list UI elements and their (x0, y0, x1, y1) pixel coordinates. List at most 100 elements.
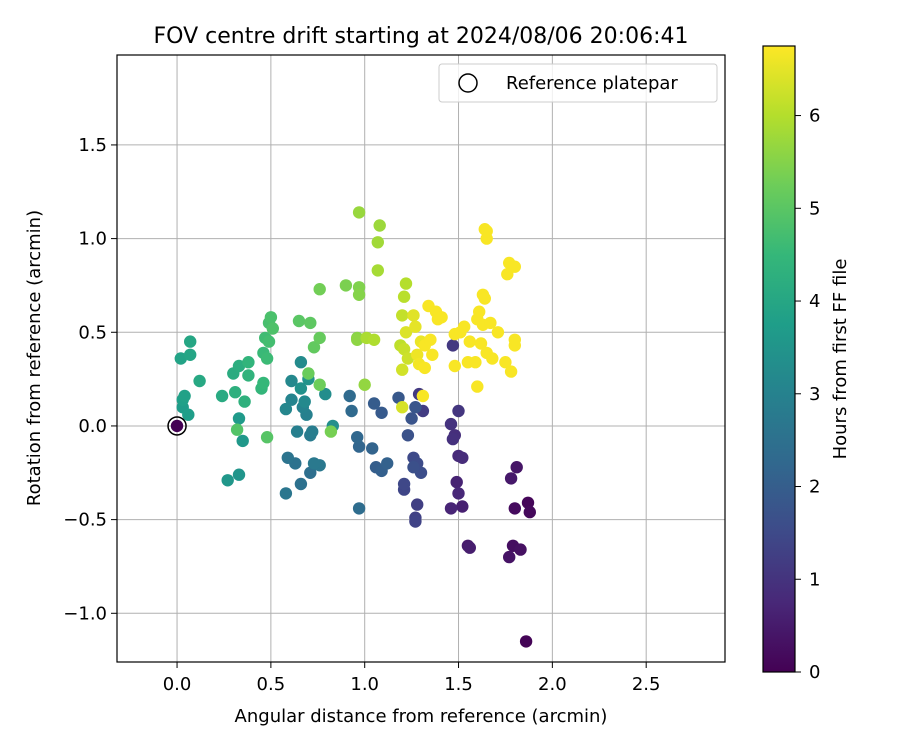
data-point (456, 500, 469, 513)
x-tick-label: 2.5 (632, 674, 661, 695)
data-point (242, 369, 255, 382)
data-point (352, 288, 366, 301)
data-point (178, 389, 191, 403)
data-point (514, 543, 527, 556)
data-point (290, 425, 304, 438)
data-point (351, 431, 364, 444)
colorbar-gradient (763, 46, 795, 672)
colorbar-tick-label: 4 (809, 291, 820, 312)
legend-label: Reference platepar (506, 73, 678, 94)
data-point (232, 412, 246, 425)
colorbar-tick-label: 2 (809, 477, 820, 498)
data-point (444, 417, 458, 431)
data-point (397, 477, 411, 491)
colorbar-label: Hours from first FF file (830, 259, 851, 460)
data-point (232, 359, 246, 373)
data-point (480, 224, 493, 238)
plot-frame (116, 54, 726, 663)
data-point (446, 432, 460, 446)
data-point (358, 378, 371, 391)
data-point (392, 391, 405, 404)
data-point (446, 339, 460, 352)
data-point (304, 316, 317, 330)
data-point (345, 404, 358, 418)
data-point (381, 457, 394, 470)
data-point (469, 356, 482, 369)
data-point (508, 502, 521, 515)
data-point (411, 498, 424, 511)
data-point (473, 305, 486, 318)
data-point (294, 382, 308, 395)
data-point (306, 425, 319, 438)
data-point (324, 425, 338, 438)
data-point (424, 333, 437, 346)
x-axis-ticks: 0.0 0.5 1.0 1.5 2.0 2.5 (163, 662, 661, 695)
data-point (281, 451, 294, 464)
data-point (193, 374, 206, 388)
data-point (304, 466, 317, 479)
data-point (478, 292, 491, 305)
data-point (279, 402, 293, 416)
data-point (508, 260, 521, 273)
y-tick-label: −1.0 (63, 603, 107, 624)
colorbar-tick-label: 1 (809, 569, 820, 590)
data-point (221, 474, 234, 487)
x-tick-label: 2.0 (538, 674, 567, 695)
x-tick-label: 1.5 (444, 674, 473, 695)
data-point (279, 487, 293, 500)
data-point (285, 393, 298, 406)
y-tick-label: 1.5 (78, 135, 107, 156)
colorbar-tick-label: 3 (809, 384, 820, 405)
data-point (339, 279, 353, 292)
data-point (418, 361, 431, 375)
data-point (351, 333, 364, 346)
data-point (264, 311, 278, 324)
data-point (313, 283, 326, 296)
data-point (504, 365, 518, 378)
legend-box (438, 63, 718, 103)
data-point (397, 342, 411, 356)
data-point (491, 326, 505, 339)
data-point (257, 376, 270, 390)
data-point (401, 352, 415, 365)
y-tick-label: 1.0 (78, 229, 107, 250)
data-point (366, 442, 379, 455)
data-point (452, 487, 465, 500)
data-point (373, 219, 386, 232)
colorbar-tick-label: 0 (809, 662, 820, 683)
data-point (367, 333, 381, 346)
data-point (474, 337, 488, 350)
data-point (452, 404, 465, 418)
data-point (471, 380, 484, 393)
data-point (174, 352, 187, 365)
data-point (448, 359, 461, 373)
data-point (523, 505, 536, 519)
data-point (230, 423, 244, 436)
data-point (352, 206, 366, 219)
data-point (463, 541, 476, 554)
data-point (484, 316, 497, 330)
legend-marker-open-circle-icon (458, 73, 478, 93)
data-point (371, 236, 384, 249)
data-point (399, 277, 413, 290)
data-point (319, 387, 332, 401)
data-point (499, 356, 512, 369)
data-point (456, 451, 469, 464)
data-point (260, 352, 274, 365)
data-point (313, 378, 326, 391)
x-tick-label: 0.5 (257, 674, 286, 695)
data-point (260, 431, 274, 444)
data-point (215, 389, 229, 403)
data-point (170, 419, 184, 433)
data-point (262, 335, 276, 348)
data-point (266, 322, 279, 335)
y-axis-ticks: −1.0 −0.5 0.0 0.5 1.0 1.5 (63, 135, 117, 624)
data-point (294, 477, 308, 491)
y-tick-label: −0.5 (63, 510, 107, 531)
data-point (458, 320, 471, 333)
data-point (411, 348, 424, 361)
data-point (367, 397, 381, 410)
data-point (435, 311, 448, 324)
scatter-points (170, 206, 536, 648)
